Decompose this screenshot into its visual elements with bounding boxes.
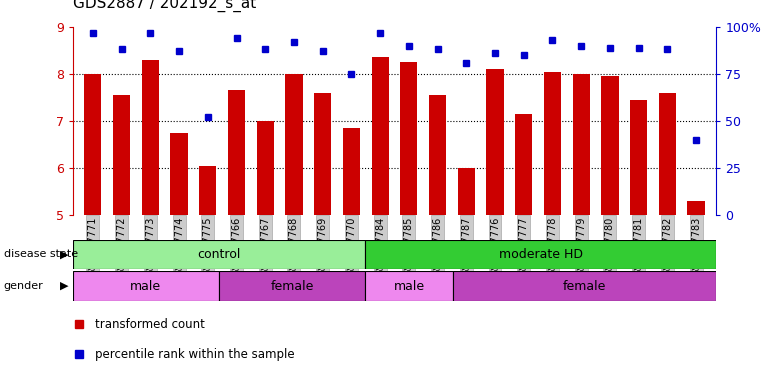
Bar (544, 71, 561, 215)
Bar (515, 114, 532, 215)
Bar (219, 271, 365, 301)
Bar (73, 240, 365, 269)
Bar (314, 93, 332, 215)
Bar (365, 271, 453, 301)
Bar (84, 74, 101, 215)
Bar (401, 62, 417, 215)
Text: female: female (270, 280, 314, 293)
Text: male: male (130, 280, 162, 293)
Bar (257, 121, 274, 215)
Bar (342, 128, 360, 215)
Text: male: male (394, 280, 424, 293)
Text: moderate HD: moderate HD (499, 248, 583, 261)
Text: control: control (198, 248, 241, 261)
Bar (170, 133, 188, 215)
Text: percentile rank within the sample: percentile rank within the sample (95, 348, 295, 361)
Bar (365, 240, 716, 269)
Bar (228, 90, 245, 215)
Text: ▶: ▶ (61, 281, 69, 291)
Bar (659, 93, 676, 215)
Text: transformed count: transformed count (95, 318, 205, 331)
Text: GDS2887 / 202192_s_at: GDS2887 / 202192_s_at (73, 0, 256, 12)
Bar (73, 271, 219, 301)
Text: gender: gender (4, 281, 44, 291)
Bar (573, 74, 590, 215)
Bar (372, 58, 389, 215)
Bar (601, 76, 619, 215)
Bar (453, 271, 716, 301)
Text: disease state: disease state (4, 249, 78, 260)
Bar (458, 168, 475, 215)
Text: female: female (563, 280, 606, 293)
Bar (486, 69, 504, 215)
Text: ▶: ▶ (61, 249, 69, 260)
Bar (199, 166, 217, 215)
Bar (429, 95, 446, 215)
Bar (142, 60, 159, 215)
Bar (630, 100, 647, 215)
Bar (286, 74, 303, 215)
Bar (113, 95, 130, 215)
Bar (687, 201, 705, 215)
